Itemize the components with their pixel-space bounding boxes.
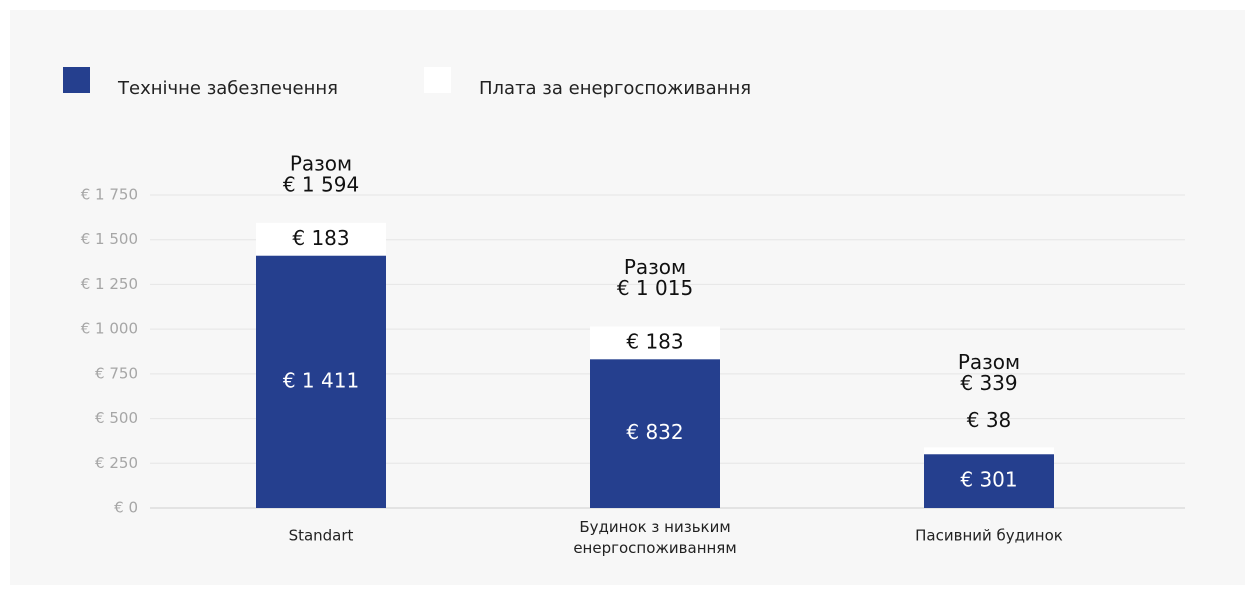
bar-segment bbox=[924, 447, 1054, 455]
legend-swatch bbox=[63, 67, 90, 93]
bar-segment bbox=[256, 255, 386, 508]
bar-segment bbox=[590, 359, 720, 508]
value-label: € 183 bbox=[626, 329, 683, 353]
y-tick-label: € 1 500 bbox=[81, 230, 138, 248]
y-tick-label: € 750 bbox=[95, 364, 138, 382]
legend-swatch bbox=[424, 67, 451, 93]
value-label: € 1 411 bbox=[283, 368, 359, 392]
y-tick-label: € 1 000 bbox=[81, 320, 138, 338]
x-tick-label: Пасивний будинок bbox=[915, 527, 1063, 545]
value-label: € 832 bbox=[626, 420, 683, 444]
y-tick-label: € 250 bbox=[95, 454, 138, 472]
value-label: € 38 bbox=[967, 408, 1012, 432]
y-tick-label: € 1 750 bbox=[81, 186, 138, 204]
y-tick-label: € 500 bbox=[95, 409, 138, 427]
bar-segment bbox=[924, 454, 1054, 508]
legend-label: Технічне забезпечення bbox=[117, 78, 338, 99]
y-tick-label: € 0 bbox=[114, 499, 138, 517]
x-tick-label: Standart bbox=[289, 527, 354, 545]
value-label: € 301 bbox=[960, 468, 1017, 492]
total-value: € 1 015 bbox=[617, 276, 693, 300]
total-value: € 339 bbox=[960, 371, 1017, 395]
y-tick-label: € 1 250 bbox=[81, 275, 138, 293]
total-label: Разом bbox=[624, 255, 686, 279]
total-label: Разом bbox=[290, 151, 352, 175]
value-label: € 183 bbox=[292, 226, 349, 250]
bar-segment bbox=[256, 222, 386, 256]
bar-segment bbox=[590, 326, 720, 360]
legend-label: Плата за енергоспоживання bbox=[479, 78, 751, 99]
total-label: Разом bbox=[958, 350, 1020, 374]
total-value: € 1 594 bbox=[283, 172, 359, 196]
x-tick-label: Будинок з низьким енергоспоживанням bbox=[573, 518, 736, 557]
